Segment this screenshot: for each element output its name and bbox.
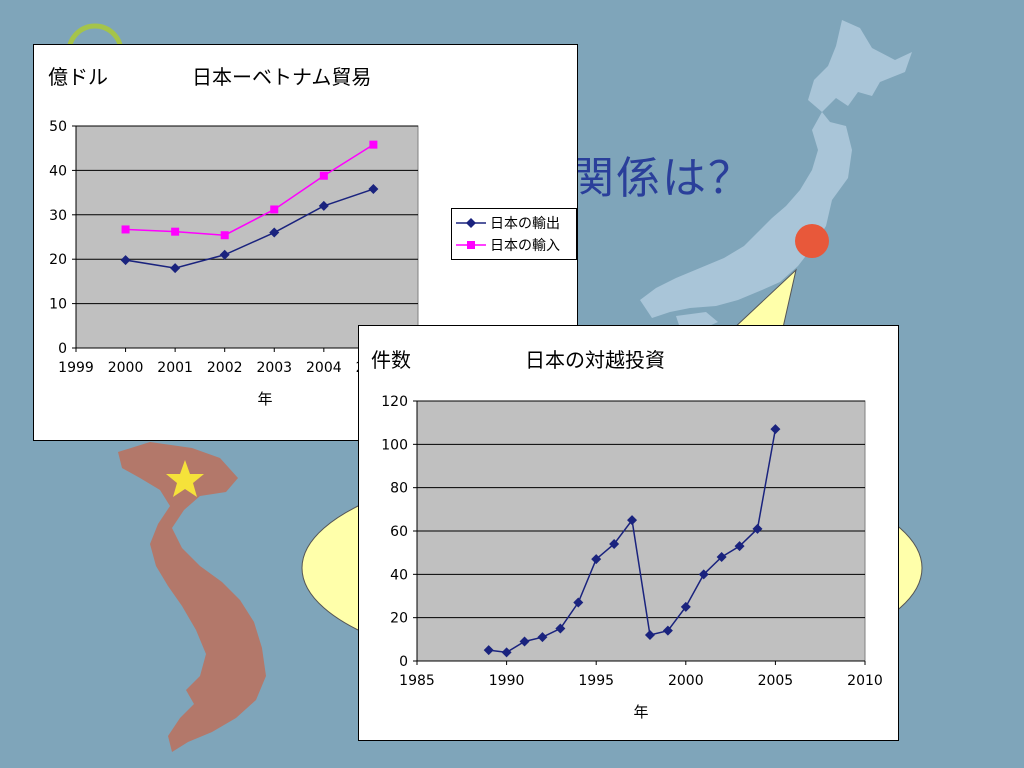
japan-map (640, 20, 912, 318)
trade-chart-x-tick-label: 1999 (58, 360, 94, 376)
trade-chart-data-point-square (369, 140, 378, 149)
trade-chart: 010203040501999200020012002200320042005年… (33, 44, 578, 441)
investment-chart-x-tick-label: 1995 (578, 673, 614, 689)
investment-chart-data-point-diamond (627, 515, 638, 526)
trade-chart-data-point-square (171, 227, 180, 236)
trade-chart-data-point-diamond (269, 227, 280, 238)
investment-chart-y-tick-label: 0 (399, 654, 408, 670)
trade-chart-x-tick-label: 2003 (256, 360, 292, 376)
trade-chart-series-line-0 (125, 188, 374, 269)
investment-chart-data-point-diamond (698, 569, 709, 580)
investment-chart-data-point-diamond (555, 623, 566, 634)
investment-chart-data-point-diamond (501, 647, 512, 658)
trade-chart-x-axis-label: 年 (257, 390, 272, 408)
investment-chart-y-tick-label: 100 (381, 437, 408, 453)
investment-chart-y-tick-label: 80 (390, 481, 408, 497)
tokyo-marker-icon (795, 224, 829, 258)
hanoi-star-icon (166, 460, 204, 497)
trade-chart-unit-label: 億ドル (48, 65, 108, 89)
investment-chart-y-tick-label: 40 (390, 567, 408, 583)
investment-chart-x-tick-label: 1985 (399, 673, 435, 689)
investment-chart-x-tick-label: 1990 (489, 673, 525, 689)
trade-chart-y-tick-label: 30 (49, 208, 67, 224)
trade-chart-y-tick-label: 40 (49, 163, 67, 179)
investment-chart-data-point-diamond (519, 636, 530, 647)
trade-chart-y-tick-label: 20 (49, 252, 67, 268)
trade-chart-y-tick-label: 10 (49, 297, 67, 313)
investment-chart-plot: 0 20 40 60 80 100 120 1985 1990 1995 2000 2005 2010 年 (381, 394, 883, 721)
investment-chart-y-tick-label: 60 (390, 524, 408, 540)
investment-chart-title: 日本の対越投資 (525, 348, 665, 372)
investment-chart-data-point-diamond (483, 645, 494, 656)
trade-chart-series-line-1 (125, 144, 374, 236)
investment-chart-x-axis-label: 年 (633, 703, 648, 721)
trade-chart-x-tick-label: 2001 (157, 360, 193, 376)
legend-label-imports: 日本の輸入 (490, 238, 560, 254)
trade-chart-data-point-diamond (318, 200, 329, 211)
investment-chart-data-point-diamond (573, 597, 584, 608)
legend-item-imports: 日本の輸入 (456, 234, 572, 256)
trade-chart-data-point-diamond (219, 249, 230, 260)
trade-chart-y-tick-label: 0 (58, 341, 67, 357)
vietnam-map (118, 442, 266, 752)
investment-chart-data-point-diamond (662, 625, 673, 636)
trade-chart-data-point-diamond (368, 184, 379, 195)
investment-chart-data-point-diamond (680, 601, 691, 612)
legend-square-marker-icon (456, 241, 486, 249)
trade-chart-x-tick-label: 2004 (306, 360, 342, 376)
investment-chart-data-point-diamond (609, 539, 620, 549)
investment-chart-x-tick-label: 2005 (758, 673, 794, 689)
investment-chart-x-tick-label: 2000 (668, 673, 704, 689)
legend-diamond-marker-icon (456, 218, 486, 228)
trade-chart-plot: 010203040501999200020012002200320042005年 (49, 119, 419, 408)
trade-chart-data-point-square (220, 231, 229, 240)
investment-chart-unit-label: 件数 (371, 348, 411, 372)
investment-chart-data-point-diamond (734, 541, 745, 552)
slide-title-fragment: 関係は？ (570, 153, 754, 204)
investment-chart-data-point-diamond (716, 552, 727, 562)
trade-chart-plot-area (75, 125, 419, 349)
investment-chart-data-point-diamond (591, 554, 602, 565)
investment-chart-data-point-diamond (752, 523, 763, 534)
trade-chart-legend: 日本の輸出 日本の輸入 (451, 208, 577, 260)
investment-chart: 0 20 40 60 80 100 120 1985 1990 1995 2000 2005 2010 年… (358, 325, 899, 741)
legend-item-exports: 日本の輸出 (456, 212, 572, 234)
investment-chart-y-tick-label: 120 (381, 394, 408, 410)
investment-chart-data-point-diamond (644, 630, 655, 640)
investment-chart-data-point-diamond (770, 424, 781, 435)
trade-chart-y-tick-label: 50 (49, 119, 67, 135)
investment-chart-data-point-diamond (537, 632, 548, 643)
legend-label-exports: 日本の輸出 (490, 216, 560, 232)
trade-chart-title: 日本ーベトナム貿易 (192, 65, 372, 89)
trade-chart-data-point-diamond (120, 255, 131, 266)
trade-chart-x-tick-label: 2000 (108, 360, 144, 376)
trade-chart-data-point-square (319, 171, 328, 180)
trade-chart-data-point-diamond (170, 263, 181, 274)
trade-chart-data-point-square (121, 225, 130, 234)
trade-chart-data-point-square (270, 205, 279, 214)
trade-chart-x-tick-label: 2002 (207, 360, 243, 376)
investment-chart-x-tick-label: 2010 (847, 673, 883, 689)
investment-chart-y-tick-label: 20 (390, 611, 408, 627)
